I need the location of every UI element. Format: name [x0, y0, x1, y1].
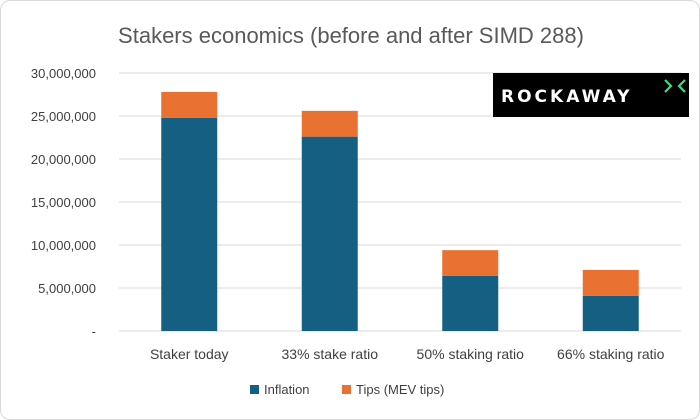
- y-tick-label: 30,000,000: [31, 66, 96, 81]
- legend-swatch: [250, 385, 259, 394]
- y-tick-label: 25,000,000: [31, 109, 96, 124]
- rockaway-logo: ROCKAWAY: [493, 73, 689, 117]
- x-axis-category-labels: Staker today 33% stake ratio 50% staking r…: [150, 346, 665, 362]
- legend-label: Tips (MEV tips): [356, 382, 444, 397]
- bar-inflation: [442, 275, 499, 331]
- logo-chevrons-icon: [664, 79, 686, 93]
- legend: Inflation Tips (MEV tips): [250, 382, 444, 397]
- y-axis-tick-labels: - 5,000,000 10,000,000 15,000,000 20,000,000…: [31, 66, 96, 339]
- category-label: Staker today: [150, 346, 229, 362]
- legend-swatch: [342, 385, 351, 394]
- bar-tips: [582, 269, 639, 296]
- y-tick-label: 5,000,000: [38, 281, 96, 296]
- bar-tips: [442, 250, 499, 276]
- bar-tips: [301, 110, 358, 137]
- bars: [161, 91, 639, 331]
- y-tick-label: -: [92, 324, 96, 339]
- bar-inflation: [301, 136, 358, 331]
- logo-background: [493, 73, 689, 117]
- bar-tips: [161, 91, 218, 118]
- category-label: 33% stake ratio: [282, 346, 379, 362]
- y-tick-label: 20,000,000: [31, 152, 96, 167]
- y-tick-label: 15,000,000: [31, 195, 96, 210]
- legend-label: Inflation: [264, 382, 310, 397]
- bar-inflation: [582, 295, 639, 331]
- category-label: 66% staking ratio: [557, 346, 665, 362]
- logo-text: ROCKAWAY: [501, 87, 632, 107]
- category-label: 50% staking ratio: [417, 346, 525, 362]
- bar-inflation: [161, 117, 218, 331]
- chart-title: Stakers economics (before and after SIMD…: [118, 23, 584, 48]
- y-tick-label: 10,000,000: [31, 238, 96, 253]
